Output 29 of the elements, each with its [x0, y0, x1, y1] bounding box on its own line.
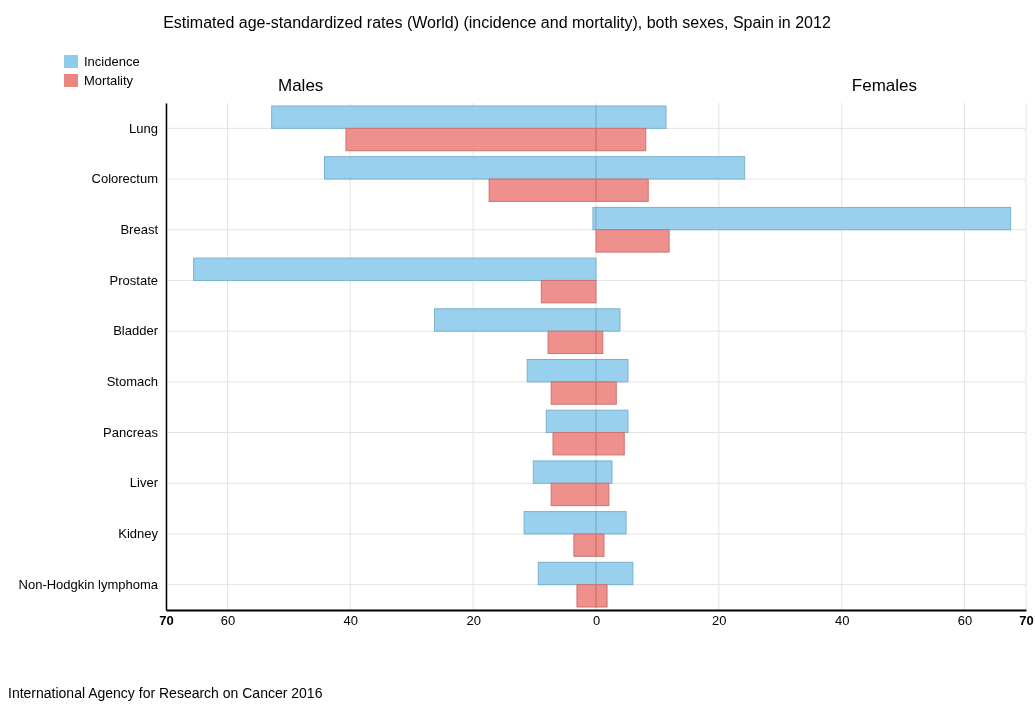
y-tick-label: Non-Hodgkin lymphoma: [18, 576, 159, 592]
text: Males: [278, 76, 324, 95]
x-tick-label: 60: [957, 613, 973, 629]
y-tick-label: Pancreas: [103, 424, 159, 440]
legend-label: Incidence: [84, 54, 140, 69]
y-tick-label: Breast: [120, 221, 159, 237]
text: International Agency for Research on Cancer 2016: [8, 685, 323, 701]
bar: [595, 206, 1012, 231]
y-tick-label: Lung: [129, 120, 158, 136]
y-tick-label: Prostate: [109, 272, 158, 288]
y-tick-label: Bladder: [113, 323, 159, 339]
chart-title: Estimated age-standardized rates (World) (incidence and mortality), both sexes, Spain in 2012: [163, 14, 831, 31]
y-tick-label: Stomach: [106, 374, 158, 390]
bar: [193, 257, 597, 281]
x-tick-label: 40: [343, 613, 359, 629]
x-tick-label: 60: [220, 613, 236, 629]
x-tick-label: 0: [592, 613, 601, 629]
x-tick-label: 20: [712, 613, 727, 629]
y-tick-label: Colorectum: [91, 171, 158, 187]
y-tick-label: Kidney: [118, 526, 159, 542]
x-tick-label: 40: [834, 613, 850, 629]
text: Females: [851, 76, 917, 95]
y-tick-label: Liver: [129, 475, 159, 491]
bar: [595, 229, 670, 253]
x-tick-label: 70: [159, 613, 174, 629]
x-tick-label: 70: [1019, 613, 1034, 629]
x-tick-label: 20: [466, 613, 481, 629]
legend-label: Mortality: [84, 73, 134, 88]
bar: [540, 279, 597, 304]
